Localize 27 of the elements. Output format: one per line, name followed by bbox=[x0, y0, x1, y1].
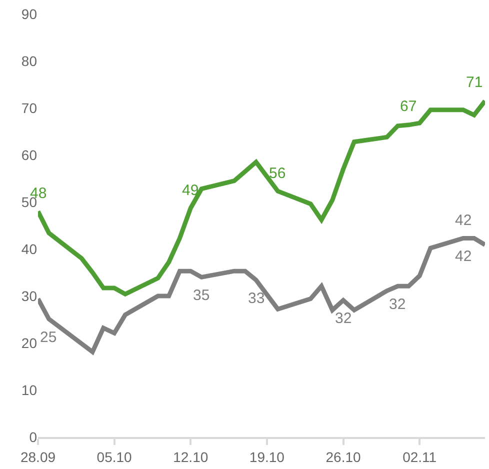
y-tick-label: 80 bbox=[21, 52, 38, 69]
y-tick-label: 0 bbox=[29, 428, 38, 445]
line-series bbox=[38, 236, 485, 354]
annotation: 32 bbox=[335, 310, 352, 327]
y-tick-label: 10 bbox=[21, 382, 38, 398]
annotation: 56 bbox=[269, 165, 286, 182]
annotation: 25 bbox=[40, 329, 57, 346]
x-tick-label: 02.11 bbox=[402, 448, 437, 465]
annotation: 32 bbox=[389, 296, 406, 313]
x-tick-label: 19.10 bbox=[249, 448, 285, 465]
y-tick-label: 70 bbox=[21, 100, 38, 116]
annotation: 35 bbox=[193, 287, 210, 304]
x-tick-label: 12.10 bbox=[173, 448, 208, 465]
annotation: 71 bbox=[466, 74, 483, 91]
y-tick-label: 30 bbox=[21, 288, 38, 304]
annotation: 42 bbox=[455, 248, 472, 265]
annotation: 67 bbox=[400, 98, 417, 115]
x-tick-label: 05.10 bbox=[96, 448, 132, 465]
y-tick-label: 60 bbox=[21, 146, 38, 163]
y-tick-label: 90 bbox=[21, 6, 38, 22]
y-tick-label: 20 bbox=[21, 334, 38, 351]
x-tick-label: 28.09 bbox=[20, 448, 56, 465]
x-tick-label: 26.10 bbox=[326, 448, 361, 465]
y-tick-label: 40 bbox=[21, 240, 38, 257]
annotation: 42 bbox=[455, 212, 472, 229]
annotation: 33 bbox=[248, 290, 265, 307]
annotation: 49 bbox=[182, 182, 199, 199]
